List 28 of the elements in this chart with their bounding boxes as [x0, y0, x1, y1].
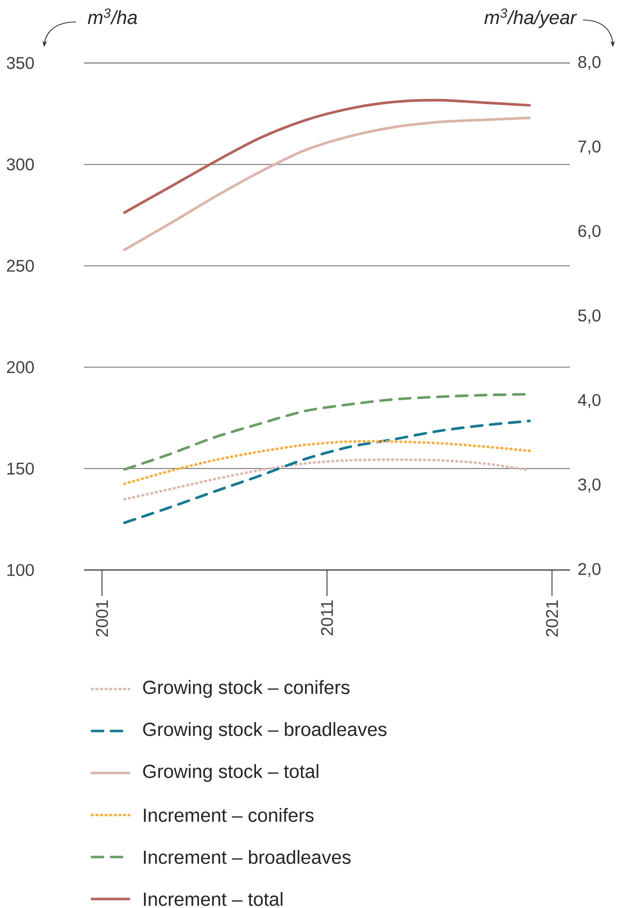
legend-label: Increment – total	[144, 892, 282, 906]
y-tick-label: 350	[6, 56, 34, 70]
x-tick-label: 2021	[546, 600, 558, 636]
line-series	[123, 440, 531, 486]
y-axis-title: m$^{3}$/ha	[88, 8, 138, 24]
legend-label: Growing stock – broadleaves	[143, 722, 386, 740]
y-tick-label: 250	[6, 260, 34, 272]
y2-tick-label: 2,0	[578, 562, 600, 578]
y-tick-label: 300	[6, 158, 34, 170]
y-tick-label: 100	[7, 564, 34, 576]
y-tick-label: 150	[7, 462, 34, 475]
y2-tick-label: 3,0	[578, 478, 600, 493]
legend-label: Growing stock – total	[143, 764, 318, 782]
y2-axis-title: m$^{3}$/ha/year	[484, 8, 578, 28]
line-series	[123, 420, 531, 524]
y-tick-label: 200	[6, 361, 34, 374]
legend-label: Growing stock – conifers	[143, 680, 350, 698]
legend-label: Increment – conifers	[144, 808, 314, 822]
x-tick-label: 2001	[96, 600, 108, 636]
x-tick-label: 2011	[320, 600, 334, 636]
line-series	[123, 116, 531, 252]
y2-tick-label: 6,0	[578, 224, 600, 240]
y2-tick-label: 8,0	[578, 56, 600, 70]
line-series	[123, 98, 531, 214]
y2-tick-label: 7,0	[578, 140, 600, 155]
y2-tick-label: 5,0	[578, 309, 600, 324]
y2-tick-label: 4,0	[578, 394, 600, 408]
legend-label: Increment – broadleaves	[144, 850, 351, 864]
